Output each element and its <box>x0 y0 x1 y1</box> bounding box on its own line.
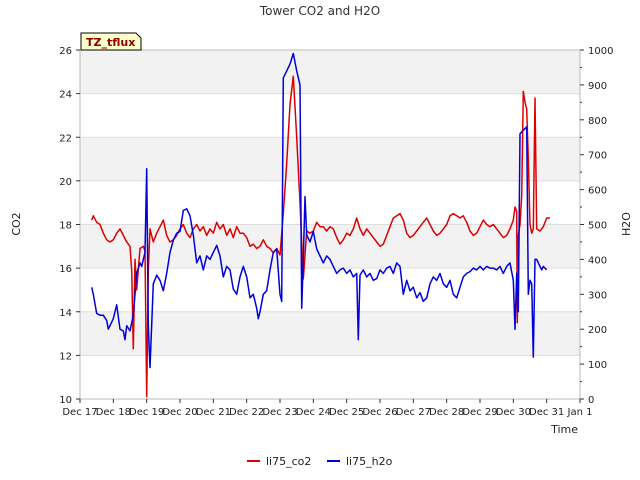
band-14 <box>80 268 580 312</box>
y-tick-label: 10 <box>59 395 72 406</box>
x-tick-label: Dec 17 <box>62 407 97 418</box>
x-tick-label: Dec 23 <box>262 407 297 418</box>
band-22 <box>80 93 580 138</box>
y-tick-label: 14 <box>59 308 72 319</box>
site-tag-box <box>80 32 142 51</box>
x-tick-label: Dec 20 <box>162 407 197 418</box>
y2-axis-label: H2O <box>620 212 633 236</box>
chart-title: Tower CO2 and H2O <box>259 4 380 18</box>
x-tick-label: Dec 25 <box>329 407 364 418</box>
x-tick-label: Dec 28 <box>429 407 464 418</box>
y2-tick-label: 600 <box>588 186 607 197</box>
x-tick-label: Dec 24 <box>296 407 331 418</box>
x-tick-label: Dec 22 <box>229 407 264 418</box>
x-tick-label: Dec 18 <box>96 407 131 418</box>
x-tick-label: Dec 27 <box>396 407 431 418</box>
series-layer <box>90 52 550 398</box>
legend-label-co2: li75_co2 <box>266 455 311 468</box>
legend: li75_co2 li75_h2o <box>247 455 393 468</box>
site-tag-label: TZ_tflux <box>86 36 135 49</box>
y2-tick-label: 400 <box>588 255 607 266</box>
y-tick-label: 24 <box>59 90 72 101</box>
y-tick-label: 26 <box>59 46 72 57</box>
y-tick-label: 16 <box>59 264 72 275</box>
x-tick-label: Dec 31 <box>529 407 564 418</box>
band-16 <box>80 224 580 269</box>
band-10 <box>80 355 580 399</box>
y2-tick-label: 0 <box>588 395 594 406</box>
x-tick-label: Jan 1 <box>567 407 593 418</box>
series-line-li75_h2o <box>90 52 548 369</box>
y-tick-label: 12 <box>59 351 72 362</box>
x-tick-label: Dec 29 <box>462 407 497 418</box>
y-tick-label: 20 <box>59 177 72 188</box>
y2-tick-label: 900 <box>588 81 607 92</box>
y2-tick-label: 200 <box>588 325 607 336</box>
y-axis-label: CO2 <box>10 212 23 235</box>
y2-tick-label: 100 <box>588 360 607 371</box>
background-bands <box>80 50 580 399</box>
y2-tick-label: 800 <box>588 116 607 127</box>
y2-tick-label: 1000 <box>588 46 613 57</box>
x-tick-label: Dec 26 <box>362 407 397 418</box>
band-20 <box>80 137 580 181</box>
y-tick-label: 18 <box>59 221 72 232</box>
x-tick-label: Dec 21 <box>196 407 231 418</box>
series-line-li75_co2 <box>90 75 550 398</box>
x-tick-label: Dec 30 <box>496 407 531 418</box>
x-tick-label: Dec 19 <box>129 407 164 418</box>
band-18 <box>80 180 580 225</box>
y-axis-ticks: 10 12 14 16 18 20 22 24 26 <box>59 46 80 406</box>
y2-tick-label: 500 <box>588 221 607 232</box>
band-12 <box>80 311 580 356</box>
y2-tick-label: 300 <box>588 290 607 301</box>
band-24 <box>80 50 580 94</box>
x-axis-label: Time <box>550 423 578 436</box>
legend-label-h2o: li75_h2o <box>346 455 393 468</box>
y2-tick-label: 700 <box>588 151 607 162</box>
y2-axis-ticks: 0 100 200 300 400 500 600 700 800 900 1000 <box>580 46 613 406</box>
y-tick-label: 22 <box>59 133 72 144</box>
site-tag: TZ_tflux <box>80 32 142 51</box>
